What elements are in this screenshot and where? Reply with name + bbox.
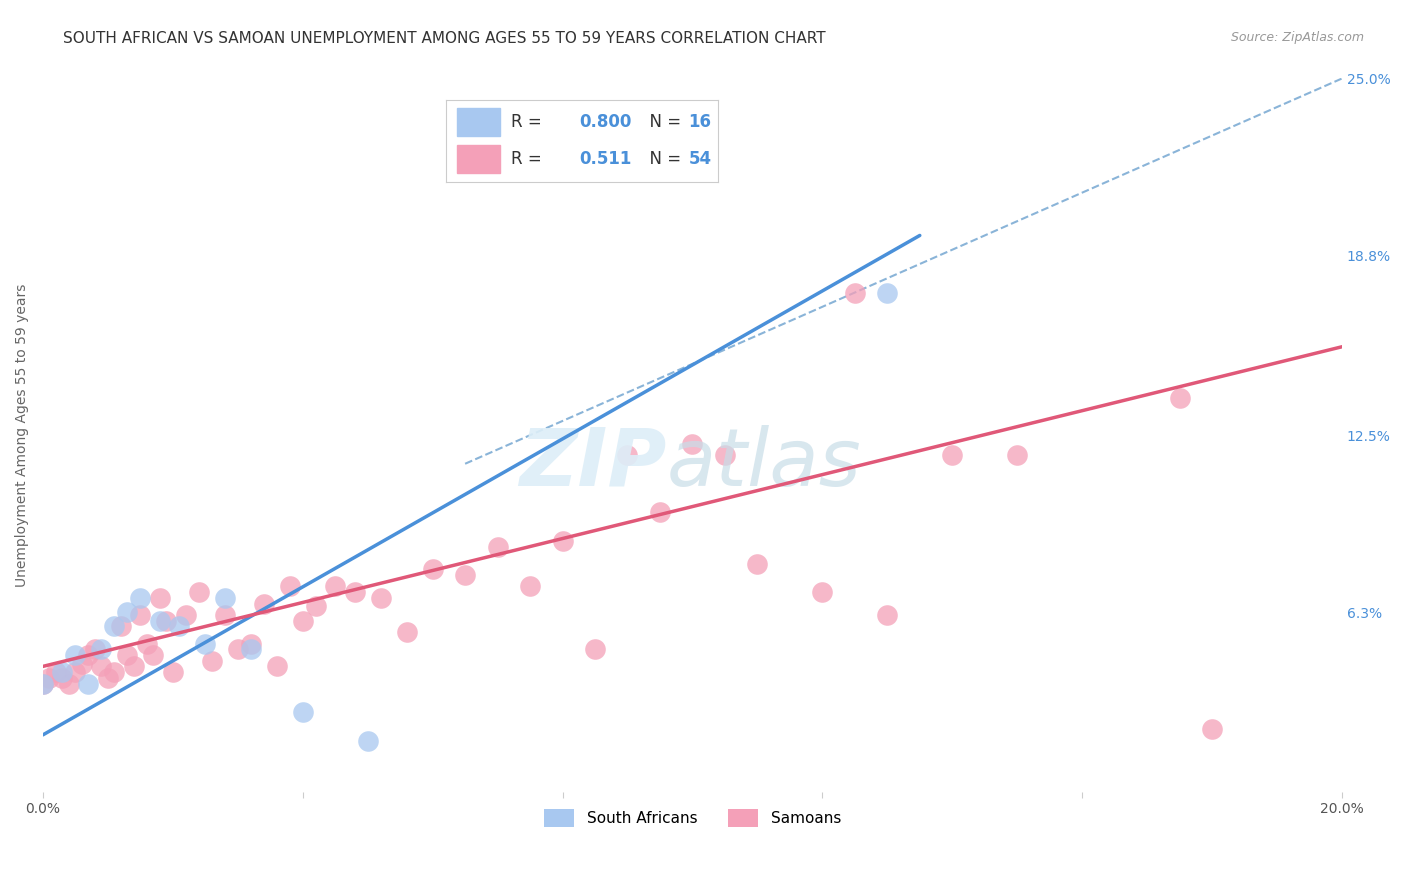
Point <box>357 733 380 747</box>
Point <box>51 671 73 685</box>
Point <box>214 607 236 622</box>
Point <box>305 599 328 614</box>
Point <box>486 540 509 554</box>
Point <box>941 448 963 462</box>
Point <box>77 676 100 690</box>
Point <box>45 665 67 679</box>
Point <box>149 614 172 628</box>
Point <box>239 642 262 657</box>
Point <box>876 285 898 300</box>
Legend: South Africans, Samoans: South Africans, Samoans <box>536 801 849 834</box>
Point <box>551 533 574 548</box>
Point <box>65 648 87 662</box>
Point <box>38 671 60 685</box>
Point <box>519 579 541 593</box>
Point <box>291 705 314 719</box>
Point <box>149 591 172 605</box>
Point <box>155 614 177 628</box>
Point <box>135 636 157 650</box>
Text: Source: ZipAtlas.com: Source: ZipAtlas.com <box>1230 31 1364 45</box>
Point <box>1005 448 1028 462</box>
Point <box>32 676 55 690</box>
Text: SOUTH AFRICAN VS SAMOAN UNEMPLOYMENT AMONG AGES 55 TO 59 YEARS CORRELATION CHART: SOUTH AFRICAN VS SAMOAN UNEMPLOYMENT AMO… <box>63 31 825 46</box>
Point <box>370 591 392 605</box>
Point <box>83 642 105 657</box>
Point <box>103 665 125 679</box>
Point <box>58 676 80 690</box>
Point <box>747 557 769 571</box>
Point <box>811 585 834 599</box>
Point <box>1201 722 1223 736</box>
Point <box>1168 391 1191 405</box>
Point <box>117 648 139 662</box>
Point <box>343 585 366 599</box>
Point <box>90 642 112 657</box>
Point <box>97 671 120 685</box>
Point <box>323 579 346 593</box>
Point <box>422 562 444 576</box>
Point <box>239 636 262 650</box>
Point <box>214 591 236 605</box>
Point <box>142 648 165 662</box>
Point <box>103 619 125 633</box>
Y-axis label: Unemployment Among Ages 55 to 59 years: Unemployment Among Ages 55 to 59 years <box>15 284 30 587</box>
Point <box>77 648 100 662</box>
Point <box>65 665 87 679</box>
Point <box>90 659 112 673</box>
Point <box>844 285 866 300</box>
Point <box>169 619 191 633</box>
Point <box>162 665 184 679</box>
Point <box>648 505 671 519</box>
Point <box>194 636 217 650</box>
Point <box>291 614 314 628</box>
Point <box>714 448 737 462</box>
Point <box>616 448 638 462</box>
Point <box>266 659 288 673</box>
Point <box>583 642 606 657</box>
Text: ZIP: ZIP <box>519 425 666 503</box>
Point <box>226 642 249 657</box>
Point <box>32 676 55 690</box>
Point <box>174 607 197 622</box>
Point <box>201 654 224 668</box>
Point <box>129 607 152 622</box>
Point <box>187 585 209 599</box>
Point <box>681 437 703 451</box>
Point <box>454 568 477 582</box>
Point <box>117 605 139 619</box>
Point <box>122 659 145 673</box>
Point <box>51 665 73 679</box>
Point <box>395 625 418 640</box>
Text: atlas: atlas <box>666 425 862 503</box>
Point <box>110 619 132 633</box>
Point <box>278 579 301 593</box>
Point <box>129 591 152 605</box>
Point <box>70 657 93 671</box>
Point <box>253 597 276 611</box>
Point <box>876 607 898 622</box>
